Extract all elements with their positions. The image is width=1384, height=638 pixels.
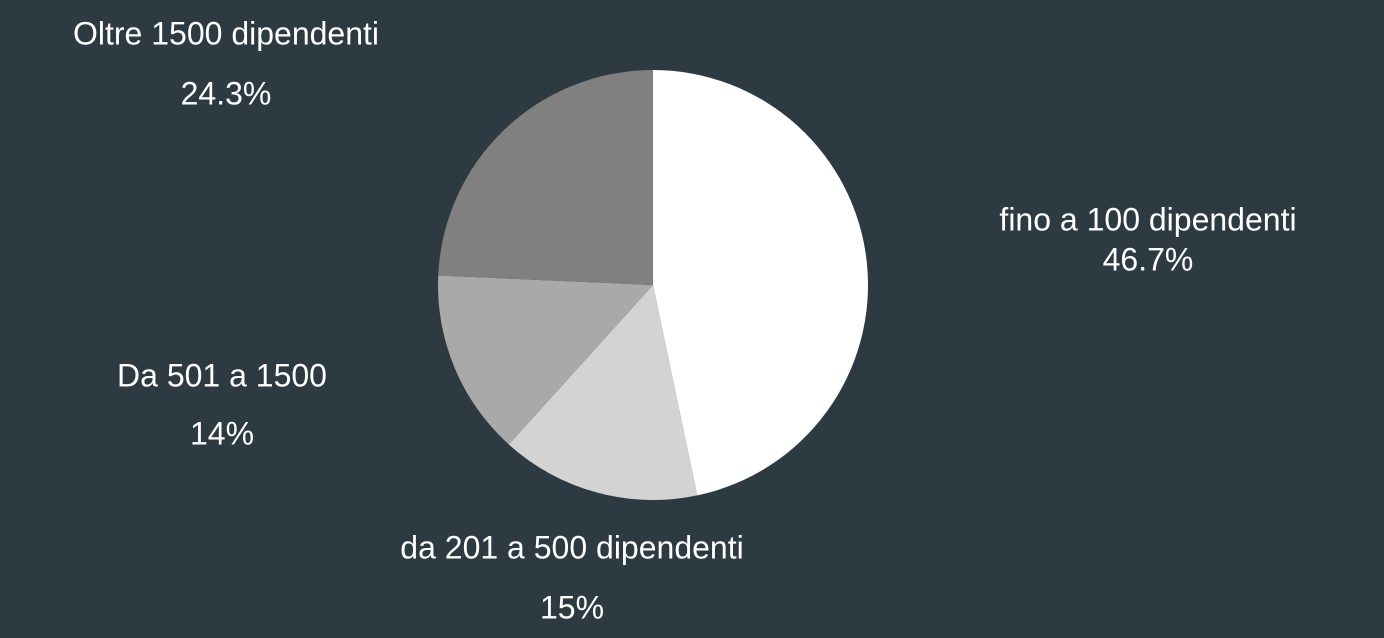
slice-value-label: 14%	[190, 415, 254, 451]
slice-value-label: 15%	[540, 589, 604, 625]
slice-label: da 201 a 500 dipendenti	[400, 529, 743, 565]
slice-value-label: 46.7%	[1103, 241, 1194, 277]
slice-label: Oltre 1500 dipendenti	[73, 15, 379, 51]
slice-label: Da 501 a 1500	[117, 357, 327, 393]
slice-value-label: 24.3%	[181, 75, 272, 111]
pie-slice	[438, 275, 653, 445]
pie-slice	[438, 70, 653, 285]
pie-slice	[653, 70, 868, 496]
slice-label: fino a 100 dipendenti	[999, 201, 1296, 237]
pie-slice	[508, 285, 698, 501]
